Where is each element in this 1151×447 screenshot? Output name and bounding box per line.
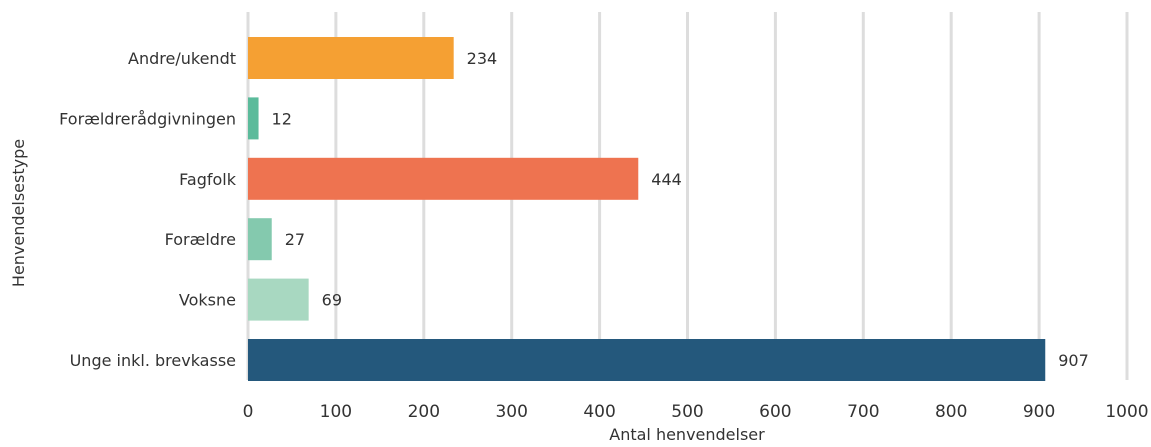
data-label: 27 bbox=[285, 230, 305, 249]
bar bbox=[248, 97, 259, 140]
category-label: Fagfolk bbox=[179, 170, 237, 189]
x-tick-label: 200 bbox=[408, 402, 440, 422]
category-label: Voksne bbox=[179, 291, 236, 310]
bar bbox=[248, 37, 454, 79]
x-tick-label: 800 bbox=[935, 402, 967, 422]
data-label: 907 bbox=[1058, 351, 1089, 370]
x-tick-label: 500 bbox=[671, 402, 703, 422]
data-label: 12 bbox=[272, 109, 292, 128]
x-tick-label: 100 bbox=[320, 402, 352, 422]
category-label: Unge inkl. brevkasse bbox=[70, 351, 236, 370]
category-label: Forældrerådgivningen bbox=[59, 109, 236, 128]
x-tick-label: 600 bbox=[759, 402, 791, 422]
data-label: 234 bbox=[467, 49, 498, 68]
y-axis-title: Henvendelsestype bbox=[9, 139, 28, 287]
category-label: Andre/ukendt bbox=[128, 49, 236, 68]
data-label: 444 bbox=[651, 170, 682, 189]
category-label: Forældre bbox=[165, 230, 236, 249]
labels: 0 100 200 300 400 500 600 700 800 900 1000 Andre/uk… bbox=[59, 49, 1148, 422]
bar bbox=[248, 157, 639, 200]
x-tick-label: 0 bbox=[243, 402, 254, 422]
x-axis-title: Antal henvendelser bbox=[609, 425, 765, 443]
x-tick-label: 400 bbox=[583, 402, 615, 422]
x-tick-label: 300 bbox=[495, 402, 527, 422]
x-tick-label: 1000 bbox=[1105, 402, 1148, 422]
bar bbox=[248, 339, 1046, 381]
bars bbox=[248, 37, 1046, 381]
x-tick-label: 700 bbox=[847, 402, 879, 422]
x-tick-label: 900 bbox=[1023, 402, 1055, 422]
data-label: 69 bbox=[322, 291, 342, 310]
bar bbox=[248, 278, 309, 321]
bar bbox=[248, 218, 272, 261]
